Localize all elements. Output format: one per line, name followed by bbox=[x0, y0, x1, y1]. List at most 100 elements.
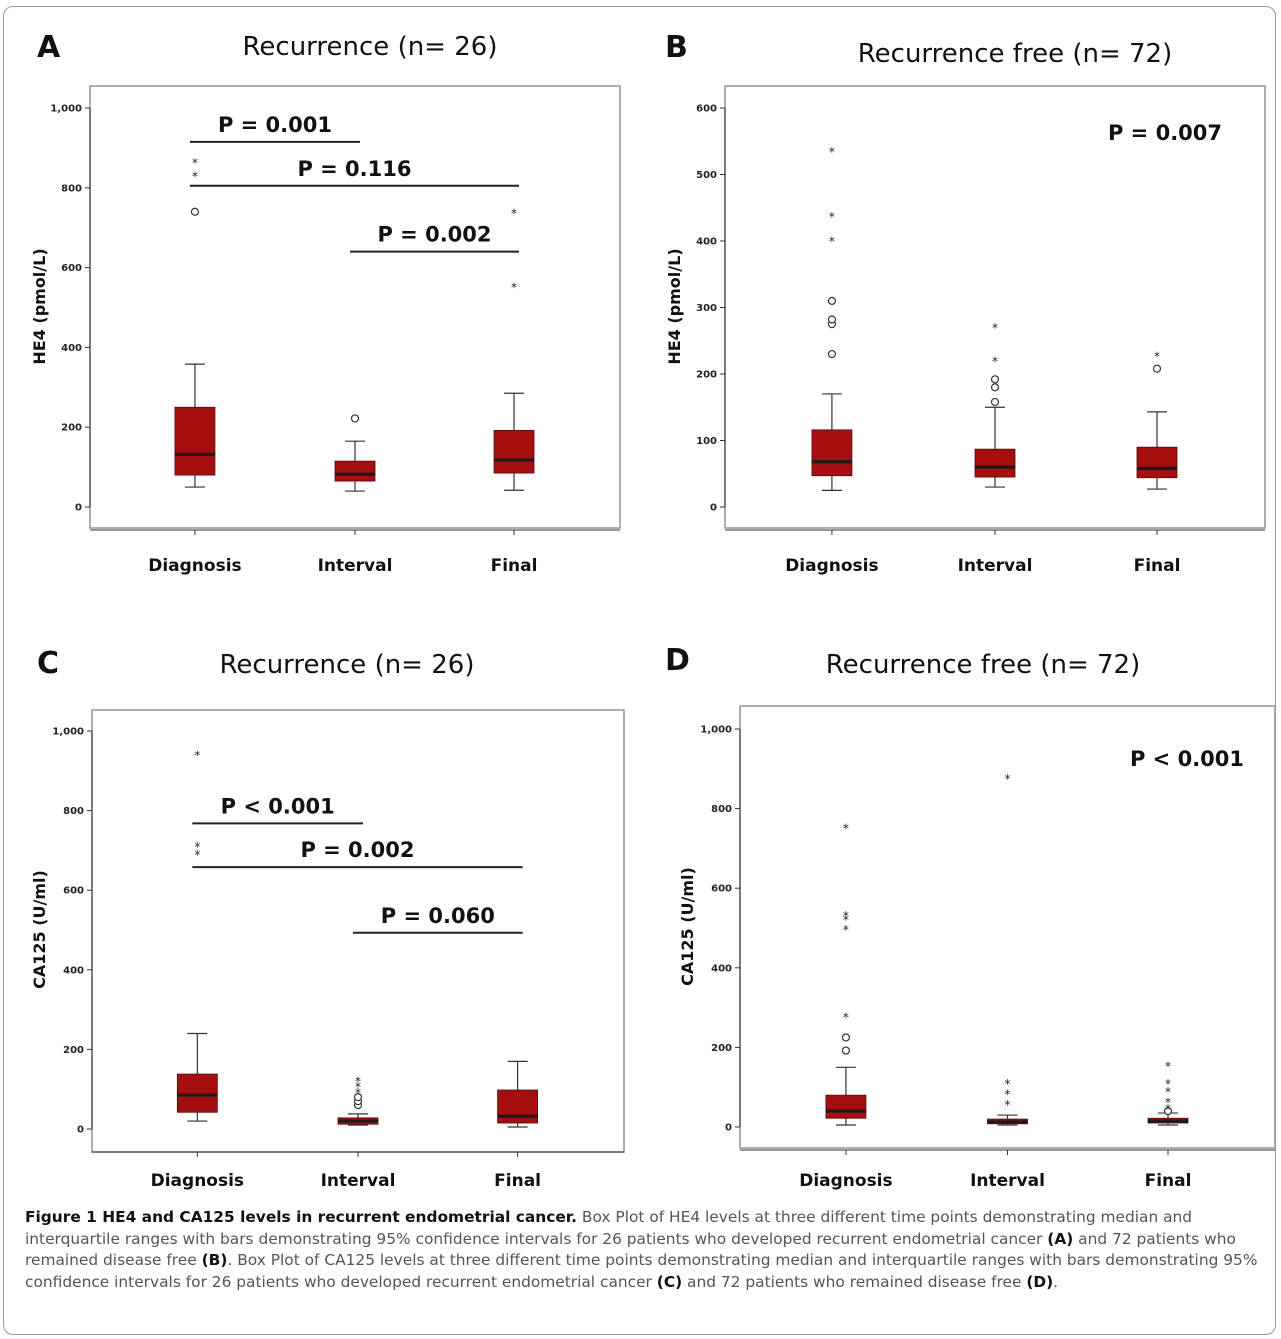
x-category-label: Interval bbox=[321, 1171, 396, 1191]
iqr-box bbox=[811, 429, 853, 477]
panel-title: Recurrence free (n= 72) bbox=[826, 650, 1140, 680]
p-value-label: P = 0.002 bbox=[300, 838, 414, 862]
extreme-point: * bbox=[194, 848, 200, 862]
box-diagnosis: ***** bbox=[825, 822, 867, 1126]
p-value-label: P = 0.002 bbox=[377, 223, 491, 247]
x-category-label: Interval bbox=[318, 556, 393, 576]
box-final: * bbox=[1136, 350, 1178, 490]
y-tick-label: 800 bbox=[61, 183, 82, 194]
extreme-point: * bbox=[511, 281, 517, 295]
iqr-box bbox=[497, 1089, 539, 1124]
y-tick-label: 400 bbox=[696, 237, 717, 248]
y-tick-label: 0 bbox=[77, 1125, 84, 1136]
extreme-point: * bbox=[1165, 1085, 1171, 1099]
y-tick-label: 200 bbox=[61, 423, 82, 434]
panel-letter: C bbox=[37, 646, 59, 681]
y-axis-label: CA125 (U/ml) bbox=[678, 867, 697, 986]
panel-title: Recurrence (n= 26) bbox=[243, 32, 498, 62]
y-tick-label: 800 bbox=[63, 806, 84, 817]
y-tick-label: 400 bbox=[63, 965, 84, 976]
box-diagnosis: ** bbox=[174, 156, 216, 488]
extreme-point: * bbox=[511, 207, 517, 221]
extreme-point: * bbox=[843, 923, 849, 937]
y-tick-label: 200 bbox=[63, 1045, 84, 1056]
chart-panel-a: A Recurrence (n= 26) 0 200 400 600 800 1,000 HE4… bbox=[30, 30, 621, 576]
x-category-label: Final bbox=[491, 556, 538, 576]
outlier-point bbox=[350, 414, 360, 423]
figure-caption: Figure 1 HE4 and CA125 levels in recurre… bbox=[25, 1207, 1260, 1293]
caption-ref-a: (A) bbox=[1047, 1229, 1074, 1248]
p-value-annotation: P = 0.007 bbox=[1108, 121, 1222, 145]
iqr-box bbox=[825, 1094, 867, 1119]
caption-text-3: . Box Plot of CA125 levels at three diff… bbox=[25, 1251, 1258, 1291]
x-category-label: Diagnosis bbox=[151, 1171, 244, 1191]
extreme-point: * bbox=[843, 913, 849, 927]
y-axis-label: HE4 (pmol/L) bbox=[30, 248, 49, 364]
outlier-point bbox=[990, 397, 1000, 407]
extreme-point: * bbox=[1165, 1095, 1171, 1109]
extreme-point: * bbox=[1005, 1087, 1011, 1101]
iqr-box bbox=[334, 460, 376, 482]
y-tick-label: 100 bbox=[696, 436, 717, 447]
y-tick-label: 200 bbox=[696, 370, 717, 381]
x-category-label: Interval bbox=[958, 556, 1033, 576]
extreme-point: * bbox=[1165, 1077, 1171, 1091]
extreme-point: * bbox=[829, 145, 835, 159]
y-tick-label: 1,000 bbox=[52, 727, 84, 738]
y-tick-label: 400 bbox=[61, 343, 82, 354]
outlier-point bbox=[990, 375, 1000, 384]
caption-ref-d: (D) bbox=[1026, 1272, 1054, 1291]
outlier-point bbox=[841, 1033, 851, 1042]
p-value-annotation: P < 0.001 bbox=[1130, 747, 1244, 771]
x-category-label: Final bbox=[494, 1171, 541, 1191]
box-diagnosis: * * * bbox=[811, 145, 853, 491]
x-category-label: Diagnosis bbox=[148, 556, 241, 576]
chart-panel-c: C Recurrence (n= 26) 0 200 400 600 800 1,000 CA1… bbox=[30, 646, 625, 1191]
caption-text-4: and 72 patients who remained disease fre… bbox=[682, 1272, 1027, 1291]
extreme-point: * bbox=[194, 840, 200, 854]
y-tick-label: 600 bbox=[61, 263, 82, 274]
extreme-point: * bbox=[843, 909, 849, 923]
p-value-label: P = 0.116 bbox=[297, 157, 411, 181]
y-tick-label: 1,000 bbox=[700, 725, 732, 736]
panel-letter: D bbox=[665, 643, 690, 678]
extreme-point: * bbox=[1005, 772, 1011, 786]
extreme-point: * bbox=[1154, 350, 1160, 364]
y-tick-label: 0 bbox=[75, 503, 82, 514]
box-interval bbox=[334, 414, 376, 492]
y-tick-label: 1,000 bbox=[50, 104, 82, 115]
box-final: ** bbox=[493, 207, 535, 491]
chart-panel-d: D Recurrence free (n= 72) 0 200 400 600 800 1,0… bbox=[665, 643, 1276, 1191]
box-interval: ** bbox=[974, 321, 1016, 488]
box-diagnosis: *** bbox=[176, 749, 218, 1122]
outlier-point bbox=[990, 383, 1000, 392]
y-tick-label: 800 bbox=[711, 804, 732, 815]
caption-text-1: Box Plot of HE4 levels at three differen… bbox=[25, 1208, 1193, 1248]
y-tick-label: 600 bbox=[696, 104, 717, 115]
extreme-point: * bbox=[829, 235, 835, 249]
y-tick-label: 600 bbox=[63, 886, 84, 897]
figure-charts: A Recurrence (n= 26) 0 200 400 600 800 1,000 HE4… bbox=[30, 30, 1276, 1191]
extreme-point: * bbox=[1165, 1102, 1171, 1116]
y-tick-label: 400 bbox=[711, 963, 732, 974]
panel-title: Recurrence (n= 26) bbox=[220, 650, 475, 680]
caption-text-2: and 72 patients who remained disease fre… bbox=[25, 1229, 1236, 1270]
outlier-point bbox=[353, 1093, 363, 1102]
extreme-point: * bbox=[843, 1011, 849, 1025]
extreme-point: * bbox=[355, 1074, 361, 1088]
p-value-label: P = 0.001 bbox=[218, 113, 332, 137]
extreme-point: * bbox=[992, 354, 998, 368]
y-tick-label: 500 bbox=[696, 170, 717, 181]
caption-text-5: . bbox=[1053, 1272, 1059, 1291]
y-axis-label: HE4 (pmol/L) bbox=[665, 248, 684, 364]
box-final bbox=[497, 1060, 539, 1128]
extreme-point: * bbox=[829, 210, 835, 224]
outlier-point bbox=[827, 296, 837, 305]
y-tick-label: 0 bbox=[710, 503, 717, 514]
y-tick-label: 300 bbox=[696, 303, 717, 314]
extreme-point: * bbox=[355, 1086, 361, 1100]
outlier-point bbox=[1152, 364, 1162, 373]
x-category-label: Diagnosis bbox=[799, 1171, 892, 1191]
x-category-label: Final bbox=[1134, 556, 1181, 576]
extreme-point: * bbox=[192, 156, 198, 170]
